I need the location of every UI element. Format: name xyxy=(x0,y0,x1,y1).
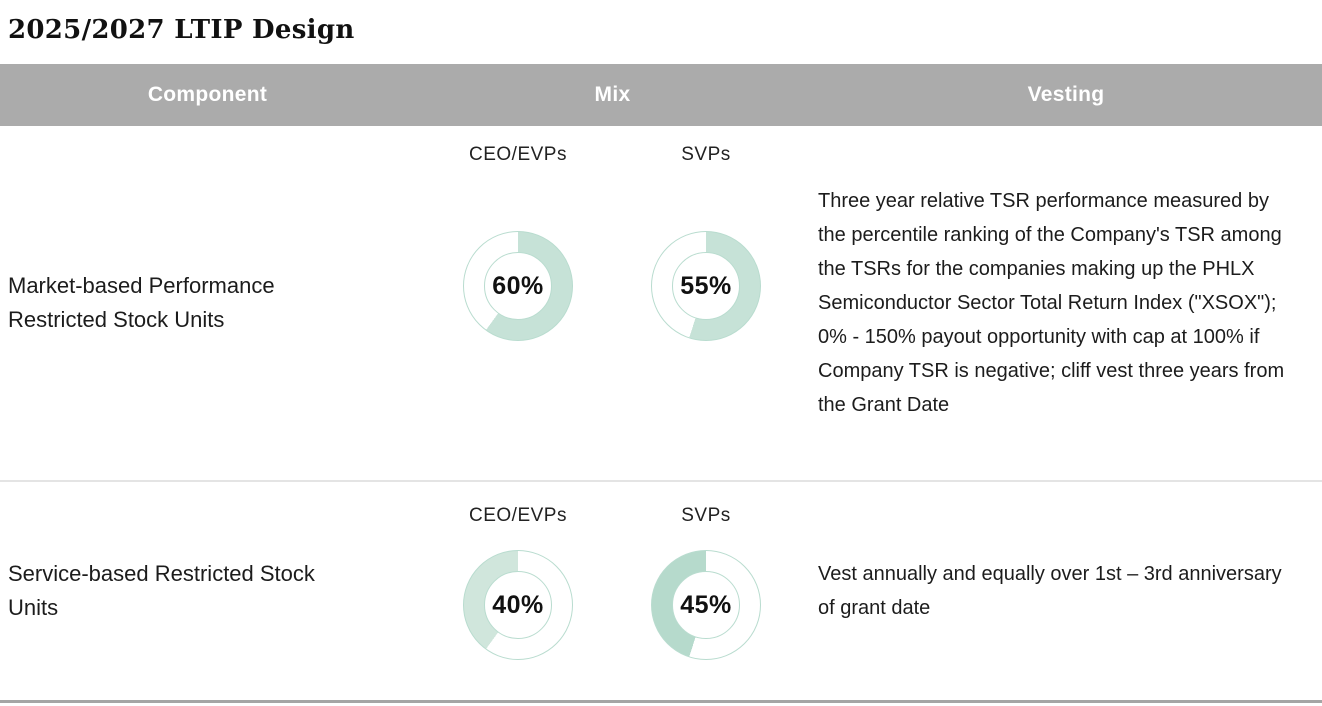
component-label: Service-based Restricted Stock Units xyxy=(8,561,315,620)
mix-cell: CEO/EVPs 60% SVPs 55% xyxy=(415,126,810,480)
donut-hole: 60% xyxy=(484,252,552,320)
donut-percentage: 45% xyxy=(680,590,732,619)
donut-percentage: 60% xyxy=(492,271,544,300)
vesting-description: Vest annually and equally over 1st – 3rd… xyxy=(818,563,1282,619)
bottom-border-line xyxy=(0,700,1322,703)
table-row: Market-based Performance Restricted Stoc… xyxy=(0,126,1322,480)
mix-column-ceo-evps: CEO/EVPs 60% xyxy=(452,143,584,480)
mix-group-label: CEO/EVPs xyxy=(469,505,567,526)
donut-hole: 55% xyxy=(672,252,740,320)
component-cell: Service-based Restricted Stock Units xyxy=(0,482,415,700)
vesting-cell: Vest annually and equally over 1st – 3rd… xyxy=(810,482,1322,700)
donut-hole: 45% xyxy=(672,571,740,639)
mix-group-label: SVPs xyxy=(681,505,731,526)
page-title: 2025/2027 LTIP Design xyxy=(8,15,355,45)
row-divider xyxy=(0,480,1322,482)
mix-column-svps: SVPs 45% xyxy=(640,504,772,700)
donut-percentage: 40% xyxy=(492,590,544,619)
column-header-vesting: Vesting xyxy=(1027,83,1105,106)
vesting-cell: Three year relative TSR performance meas… xyxy=(810,126,1322,480)
donut-chart: 45% xyxy=(651,550,761,660)
donut-chart: 60% xyxy=(463,231,573,341)
mix-group-label: CEO/EVPs xyxy=(469,144,567,165)
table-row: Service-based Restricted Stock Units CEO… xyxy=(0,482,1322,700)
vesting-description: Three year relative TSR performance meas… xyxy=(818,190,1285,416)
component-cell: Market-based Performance Restricted Stoc… xyxy=(0,126,415,480)
mix-group-label: SVPs xyxy=(681,144,731,165)
donut-percentage: 55% xyxy=(680,271,732,300)
donut-hole: 40% xyxy=(484,571,552,639)
donut-chart: 55% xyxy=(651,231,761,341)
component-label: Market-based Performance Restricted Stoc… xyxy=(8,273,275,332)
column-header-component: Component xyxy=(147,83,268,106)
mix-column-ceo-evps: CEO/EVPs 40% xyxy=(452,504,584,700)
table-header-row: Component Mix Vesting xyxy=(0,64,1322,126)
column-header-mix: Mix xyxy=(594,83,631,106)
donut-chart: 40% xyxy=(463,550,573,660)
mix-column-svps: SVPs 55% xyxy=(640,143,772,480)
mix-cell: CEO/EVPs 40% SVPs 45% xyxy=(415,482,810,700)
